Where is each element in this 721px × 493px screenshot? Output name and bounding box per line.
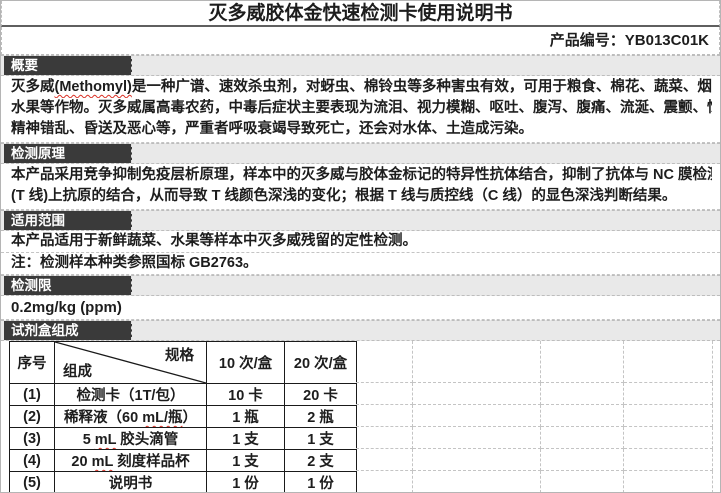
- table-row: (4) 20 mL 刻度样品杯 1 支 2 支: [9, 449, 357, 472]
- table-row: (5) 说明书 1 份 1 份: [9, 471, 357, 492]
- hidden-table-gridlines: [356, 341, 713, 492]
- section-row-summary: 概要: [1, 55, 720, 76]
- diagonal-divider-line: [55, 342, 206, 383]
- row-name-text: 稀释液（60: [64, 410, 143, 426]
- row-name-text: ）: [182, 410, 197, 426]
- document-title: 灭多威胶体金快速检测卡使用说明书: [1, 1, 720, 27]
- row-name-text: 刻度样品杯: [113, 454, 190, 470]
- section-heading-scope: 适用范围: [4, 211, 132, 230]
- table-row: (3) 5 mL 胶头滴管 1 支 1 支: [9, 427, 357, 450]
- header-spec-label: 规格: [165, 348, 194, 364]
- table-row: (1) 检测卡（1T/包） 10 卡 20 卡: [9, 383, 357, 406]
- principle-paragraph: 本产品采用竞争抑制免疫层析原理，样本中的灭多威与胶体金标记的特异性抗体结合，抑制…: [1, 164, 720, 210]
- summary-line-2: 水果等作物。灭多威属高毒农药，中毒后症状主要表现为流泪、视力模糊、呕吐、腹泻、腹…: [11, 100, 712, 116]
- table-header-row: 序号 规格 组成 10 次/盒 20 次/盒: [9, 341, 357, 384]
- row-no: (1): [9, 383, 55, 406]
- spellcheck-underline: mL/瓶: [142, 410, 183, 426]
- row-name-text: 20: [71, 454, 92, 470]
- kit-components-table: 序号 规格 组成 10 次/盒 20 次/盒 (1) 检测卡（1T/包） 10 …: [9, 341, 357, 492]
- row-qty-10: 1 份: [206, 471, 285, 492]
- row-no: (4): [9, 449, 55, 472]
- row-qty-10: 10 卡: [206, 383, 285, 406]
- scope-line: 本产品适用于新鲜蔬菜、水果等样本中灭多威残留的定性检测。: [1, 231, 720, 253]
- section-row-scope: 适用范围: [1, 210, 720, 231]
- header-component-label: 组成: [63, 364, 92, 380]
- row-name-text: 说明书: [108, 476, 153, 492]
- row-name: 5 mL 胶头滴管: [54, 427, 207, 450]
- row-name: 检测卡（1T/包）: [54, 383, 207, 406]
- row-no: (5): [9, 471, 55, 492]
- row-qty-20: 2 支: [284, 449, 357, 472]
- kit-table-section: 序号 规格 组成 10 次/盒 20 次/盒 (1) 检测卡（1T/包） 10 …: [1, 341, 720, 492]
- header-col-10-per-box: 10 次/盒: [206, 341, 285, 384]
- section-heading-summary: 概要: [4, 56, 132, 75]
- header-diagonal-cell: 规格 组成: [54, 341, 207, 384]
- section-row-kit: 试剂盒组成: [1, 320, 720, 341]
- row-qty-10: 1 支: [206, 427, 285, 450]
- spellcheck-underline: mL: [91, 454, 114, 470]
- summary-line-3: 精神错乱、昏送及恶心等，严重者呼吸衰竭导致死亡，还会对水体、土造成污染。: [11, 121, 533, 137]
- summary-paragraph: 灭多威(Methomyl)是一种广谱、速效杀虫剂，对蚜虫、棉铃虫等多种害虫有效，…: [1, 76, 720, 143]
- row-qty-20: 1 支: [284, 427, 357, 450]
- row-name: 20 mL 刻度样品杯: [54, 449, 207, 472]
- header-col-20-per-box: 20 次/盒: [284, 341, 357, 384]
- section-row-limit: 检测限: [1, 275, 720, 296]
- spellcheck-underline: mL: [94, 432, 117, 448]
- summary-text: 是一种广谱、速效杀虫剂，对蚜虫、棉铃虫等多种害虫有效，可用于粮食、棉花、蔬菜、烟…: [131, 79, 712, 95]
- row-qty-20: 1 份: [284, 471, 357, 492]
- row-name-text: 检测卡（1T/包）: [76, 388, 185, 404]
- section-heading-limit: 检测限: [4, 276, 132, 295]
- row-qty-20: 2 瓶: [284, 405, 357, 428]
- section-row-principle: 检测原理: [1, 143, 720, 164]
- spellcheck-underline: (Methomyl): [54, 79, 132, 95]
- product-code: 产品编号：YB013C01K: [1, 27, 720, 55]
- principle-line-2: (T 线)上抗原的结合，从而导致 T 线颜色深浅的变化；根据 T 线与质控线（C…: [11, 188, 677, 204]
- row-no: (2): [9, 405, 55, 428]
- scope-note: 注：检测样本种类参照国标 GB2763。: [1, 253, 720, 275]
- detection-limit-value: 0.2mg/kg (ppm): [1, 296, 720, 320]
- row-name-text: 5: [82, 432, 95, 448]
- header-col-no: 序号: [9, 341, 55, 384]
- section-heading-principle: 检测原理: [4, 144, 132, 163]
- row-name: 说明书: [54, 471, 207, 492]
- row-name-text: 胶头滴管: [116, 432, 179, 448]
- summary-text: 灭多威: [11, 79, 55, 95]
- row-qty-20: 20 卡: [284, 383, 357, 406]
- principle-line-1: 本产品采用竞争抑制免疫层析原理，样本中的灭多威与胶体金标记的特异性抗体结合，抑制…: [11, 167, 712, 183]
- table-row: (2) 稀释液（60 mL/瓶） 1 瓶 2 瓶: [9, 405, 357, 428]
- row-name: 稀释液（60 mL/瓶）: [54, 405, 207, 428]
- row-no: (3): [9, 427, 55, 450]
- row-qty-10: 1 支: [206, 449, 285, 472]
- row-qty-10: 1 瓶: [206, 405, 285, 428]
- section-heading-kit: 试剂盒组成: [4, 321, 132, 340]
- summary-line-1: 灭多威(Methomyl)是一种广谱、速效杀虫剂，对蚜虫、棉铃虫等多种害虫有效，…: [11, 77, 712, 98]
